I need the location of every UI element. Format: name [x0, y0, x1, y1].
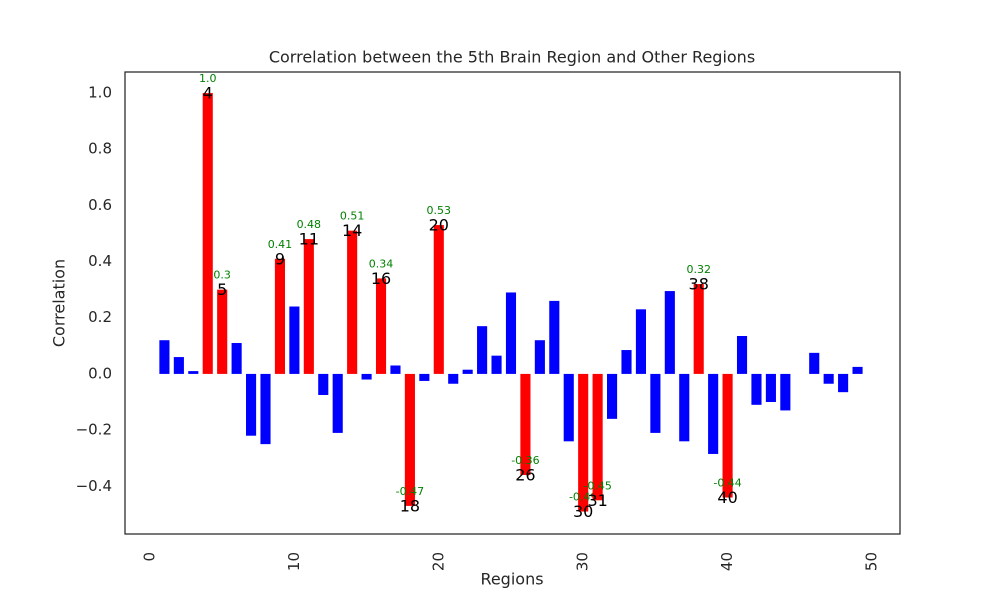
value-label: 0.32 — [686, 263, 711, 276]
bar — [736, 336, 748, 374]
plot-frame — [124, 71, 901, 535]
y-tick-label: −0.4 — [76, 477, 112, 495]
index-label: 18 — [400, 496, 420, 515]
bar — [375, 278, 387, 374]
bar — [838, 373, 849, 393]
bar — [188, 371, 199, 374]
index-label: 9 — [275, 249, 285, 268]
bar — [404, 373, 415, 506]
bar — [231, 343, 242, 374]
bar — [578, 373, 589, 512]
y-tick-label: −0.2 — [76, 421, 112, 439]
x-axis-label: Regions — [480, 570, 543, 589]
bar — [246, 373, 257, 436]
index-label: 16 — [371, 269, 391, 288]
y-tick-label: 0.2 — [88, 308, 112, 326]
bar — [852, 366, 863, 374]
bar — [303, 239, 314, 374]
value-label: 0.3 — [213, 269, 231, 282]
bar — [433, 225, 444, 374]
index-label: 4 — [203, 84, 213, 103]
index-label: 38 — [689, 275, 709, 294]
bar — [607, 373, 618, 419]
bar — [765, 373, 776, 402]
value-label: -0.45 — [583, 479, 611, 492]
bar — [202, 93, 213, 374]
value-label: -0.47 — [396, 485, 424, 498]
bar — [477, 326, 488, 374]
bar — [563, 373, 574, 442]
value-label: 0.51 — [340, 210, 365, 223]
bar — [520, 373, 531, 476]
index-label: 20 — [429, 216, 449, 235]
bar — [780, 373, 791, 411]
bar — [650, 373, 661, 433]
bar — [173, 357, 184, 374]
bar — [534, 340, 545, 374]
bar — [332, 373, 343, 433]
index-label: 14 — [342, 221, 362, 240]
bar — [347, 230, 358, 374]
value-label: -0.44 — [713, 476, 741, 489]
bar — [809, 352, 820, 374]
value-label: -0.49 — [569, 491, 597, 504]
y-tick-label: 0.6 — [88, 196, 112, 214]
value-label: 0.53 — [427, 204, 452, 217]
bar — [462, 369, 473, 374]
x-tick-label: 50 — [862, 552, 880, 571]
value-label: -0.36 — [511, 454, 539, 467]
bar — [448, 373, 459, 384]
bar — [722, 373, 733, 498]
x-tick-label: 20 — [429, 552, 447, 571]
index-label: 5 — [217, 280, 227, 299]
index-label: 40 — [717, 488, 737, 507]
bar — [635, 309, 646, 374]
bar — [318, 373, 329, 395]
index-label: 11 — [299, 230, 319, 249]
bar — [708, 373, 719, 454]
x-tick-label: 10 — [285, 552, 303, 571]
value-label: 1.0 — [199, 72, 217, 85]
bar — [491, 355, 502, 374]
bar — [621, 350, 632, 374]
bar — [361, 373, 372, 380]
bar — [419, 373, 430, 381]
bar — [693, 284, 704, 374]
bar — [664, 291, 675, 374]
bar — [390, 365, 401, 374]
x-tick-label: 40 — [718, 552, 736, 571]
y-tick-label: 0.8 — [88, 140, 112, 158]
bar — [289, 306, 300, 374]
value-label: 0.48 — [297, 218, 322, 231]
bar — [679, 373, 690, 442]
bar — [549, 300, 560, 374]
y-tick-label: 0.0 — [88, 364, 112, 382]
index-label: 31 — [587, 491, 607, 510]
bar — [217, 289, 228, 374]
bar — [274, 258, 285, 374]
y-tick-label: 0.4 — [88, 252, 112, 270]
x-tick-label: 0 — [140, 552, 158, 562]
bar — [751, 373, 762, 405]
value-label: 0.34 — [369, 257, 394, 270]
y-axis-label: Correlation — [50, 259, 69, 347]
bar — [592, 373, 603, 501]
value-label: 0.41 — [268, 238, 293, 251]
bar — [260, 373, 271, 445]
index-label: 26 — [515, 466, 535, 485]
chart-title: Correlation between the 5th Brain Region… — [269, 48, 755, 67]
x-tick-label: 30 — [574, 552, 592, 571]
bar — [505, 292, 517, 374]
bar — [823, 373, 834, 384]
y-tick-label: 1.0 — [88, 84, 112, 102]
index-label: 30 — [573, 502, 593, 521]
bar — [159, 340, 170, 374]
